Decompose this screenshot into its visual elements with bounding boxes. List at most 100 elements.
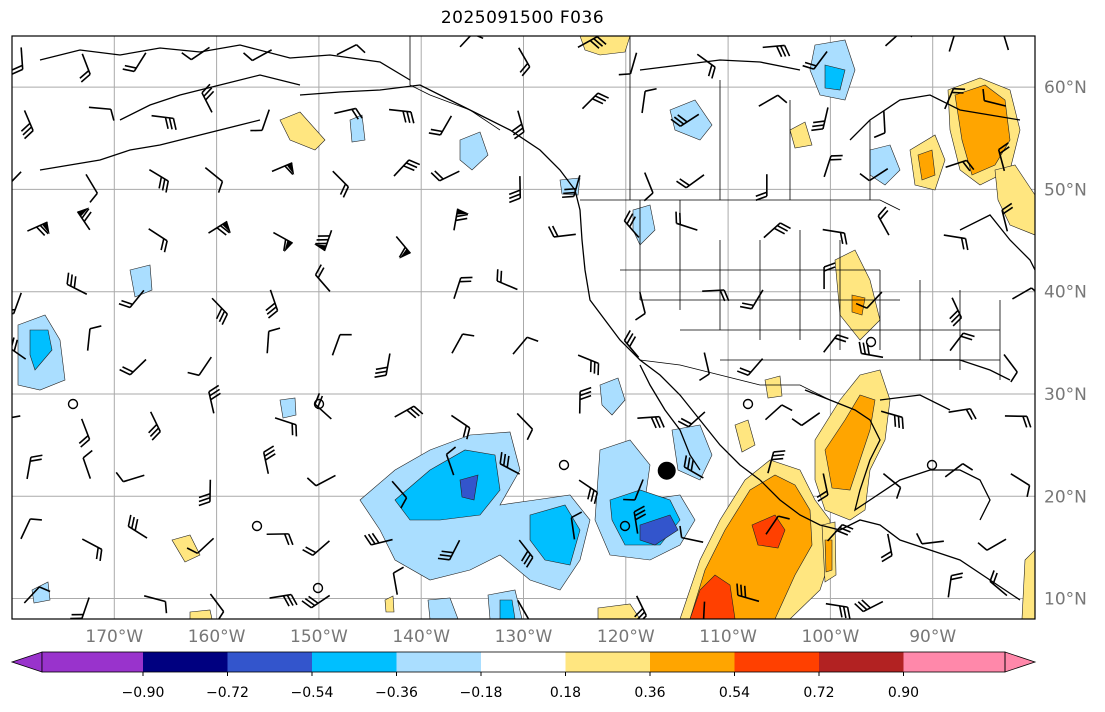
wind-barb [736,358,764,377]
coastline-alaska-west [119,74,301,121]
wind-barb [20,518,42,540]
wind-barb [26,454,43,480]
wind-barb [676,174,705,189]
wind-barb [148,228,168,253]
wind-barb [76,207,92,231]
coastline-baja [639,364,701,471]
coastline-gulf-mexico [804,389,931,512]
contour-negative-hudson-inner [824,64,846,91]
lon-tick-label: 120°W [597,627,655,647]
longitude-labels: 170°W 160°W 150°W 140°W 130°W 120°W 110°W 100°W… [85,627,956,647]
lon-tick-label: 130°W [495,627,553,647]
wind-barb [332,170,350,198]
wind-barb [395,235,412,259]
wind-barb [274,417,298,437]
lat-tick-label: 40°N [1044,283,1087,303]
contour-positive-plains [834,249,881,341]
wind-barb [577,354,600,376]
colorbar-tick-label: 0.90 [888,685,919,701]
contour-positive-east [994,164,1035,236]
calm-circle [67,398,79,410]
wind-barb [208,384,221,414]
colorbar-segment [42,652,143,672]
wind-barb [363,532,393,546]
wind-barb [314,264,331,292]
wind-barb [453,208,470,231]
contour-negative-small-1 [632,204,656,246]
wind-barb [12,171,22,189]
wind-barb [702,289,730,302]
wind-barb [243,49,272,62]
contour-negative-baja-w-core [639,514,679,546]
wind-barb [516,412,534,441]
wind-barb [816,473,829,502]
wind-barb [12,292,22,315]
calm-circle [865,336,877,348]
wind-barb [641,87,657,114]
lon-tick-label: 160°W [188,627,246,647]
wind-barb [949,297,963,327]
calm-circle [312,582,324,594]
border-canada-us [580,199,901,211]
wind-barb [115,471,145,483]
wind-barb [127,514,148,539]
border-alaska-canada [409,36,501,131]
wind-barb [997,142,1010,172]
wind-barb [334,107,363,120]
wind-barb [623,330,640,358]
wind-barb [977,538,1007,551]
wind-barb [265,289,279,319]
wind-barb [1001,36,1010,51]
wind-barb [82,449,93,479]
wind-barb [391,480,408,509]
wind-barb [430,170,460,182]
colorbar-tick-label: 0.18 [550,685,581,701]
contour-negative-small-3 [129,264,153,298]
wind-barb [517,600,530,619]
coastline-mexico-south [759,479,1021,601]
contour-positive-small-e [189,609,213,619]
wind-barb [947,572,963,598]
contour-positive-small-c [824,539,833,573]
wind-barb [699,352,711,382]
wind-barb [623,479,644,501]
contour-positive-bc [789,121,813,149]
wind-barb [66,272,88,295]
contour-positive-mex-w [734,419,756,453]
wind-barb [822,228,848,245]
contour-positive-small-a [764,375,783,399]
colorbar-segment [227,652,312,672]
wind-barb [88,106,115,121]
map-title: 2025091500 F036 [440,8,605,28]
wind-barb [336,43,366,56]
wind-barb [20,110,34,140]
wind-barb [683,455,704,479]
coastline-alaska-north [39,44,411,81]
contour-negative-pacific-inner [394,449,501,521]
wind-barb [634,595,648,619]
wind-barb [151,114,177,130]
contour-positive-hawaii-s [171,534,201,563]
colorbar-tick-label: −0.36 [375,685,418,701]
lon-tick-label: 140°W [392,627,450,647]
contour-positive-alaska [279,111,326,151]
lat-tick-label: 30°N [1044,385,1087,405]
colorbar-tick-label: 0.72 [803,685,834,701]
wind-barb [736,583,760,603]
wind-barb [81,538,103,562]
wind-barb [271,162,295,176]
wind-barb [208,220,231,236]
coastline-arctic-islands [639,59,801,71]
colorbar-tick-label: −0.54 [291,685,334,701]
wind-barb [306,474,336,487]
wind-barb [945,159,975,172]
wind-barb [428,115,453,136]
wind-barb [186,537,215,555]
wind-barb [302,540,330,557]
calm-circle [313,398,325,410]
calm-circles [67,336,938,594]
colorbar-labels: −0.90 −0.72 −0.54 −0.36 −0.18 0.18 0.36 0.54 0.7… [122,672,919,701]
wind-barbs [12,36,1035,619]
wind-barb [518,539,534,568]
wind-barb [855,291,883,309]
